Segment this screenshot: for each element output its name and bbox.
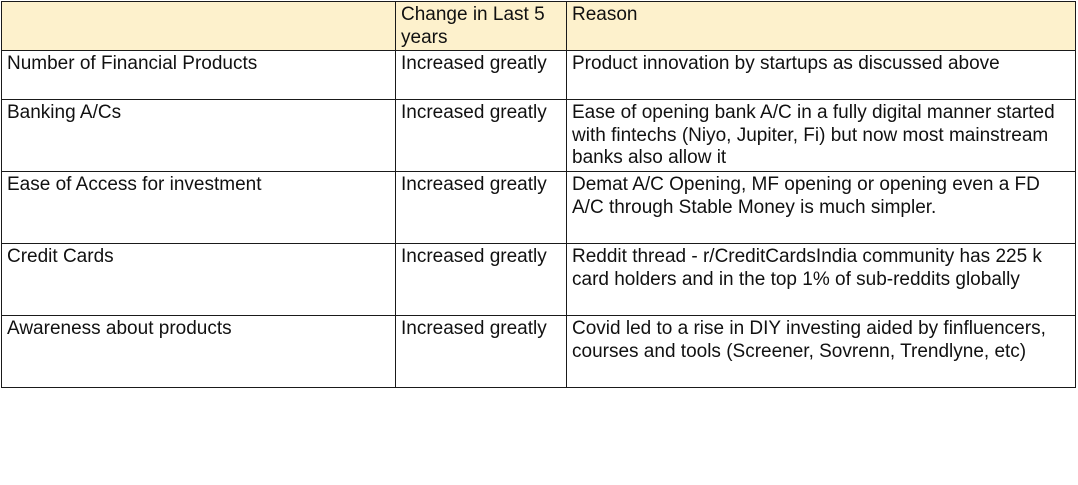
header-cell-change: Change in Last 5 years [395, 1, 567, 51]
item-cell: Credit Cards [1, 243, 396, 316]
table-row: Number of Financial Products Increased g… [1, 50, 1076, 100]
change-cell: Increased greatly [395, 99, 567, 172]
header-cell-reason: Reason [566, 1, 1076, 51]
change-cell: Increased greatly [395, 315, 567, 388]
change-cell: Increased greatly [395, 243, 567, 316]
table-row: Banking A/Cs Increased greatly Ease of o… [1, 99, 1076, 172]
reason-cell: Reddit thread - r/CreditCardsIndia commu… [566, 243, 1076, 316]
change-cell: Increased greatly [395, 50, 567, 100]
table-row: Credit Cards Increased greatly Reddit th… [1, 243, 1076, 316]
item-cell: Number of Financial Products [1, 50, 396, 100]
financial-changes-table: Change in Last 5 years Reason Number of … [1, 1, 1076, 388]
item-cell: Awareness about products [1, 315, 396, 388]
reason-cell: Product innovation by startups as discus… [566, 50, 1076, 100]
item-cell: Ease of Access for investment [1, 171, 396, 244]
reason-cell: Ease of opening bank A/C in a fully digi… [566, 99, 1076, 172]
table-row: Awareness about products Increased great… [1, 315, 1076, 388]
change-cell: Increased greatly [395, 171, 567, 244]
table-row: Ease of Access for investment Increased … [1, 171, 1076, 244]
header-row: Change in Last 5 years Reason [1, 1, 1076, 51]
reason-cell: Covid led to a rise in DIY investing aid… [566, 315, 1076, 388]
reason-cell: Demat A/C Opening, MF opening or opening… [566, 171, 1076, 244]
header-cell-item [1, 1, 396, 51]
item-cell: Banking A/Cs [1, 99, 396, 172]
